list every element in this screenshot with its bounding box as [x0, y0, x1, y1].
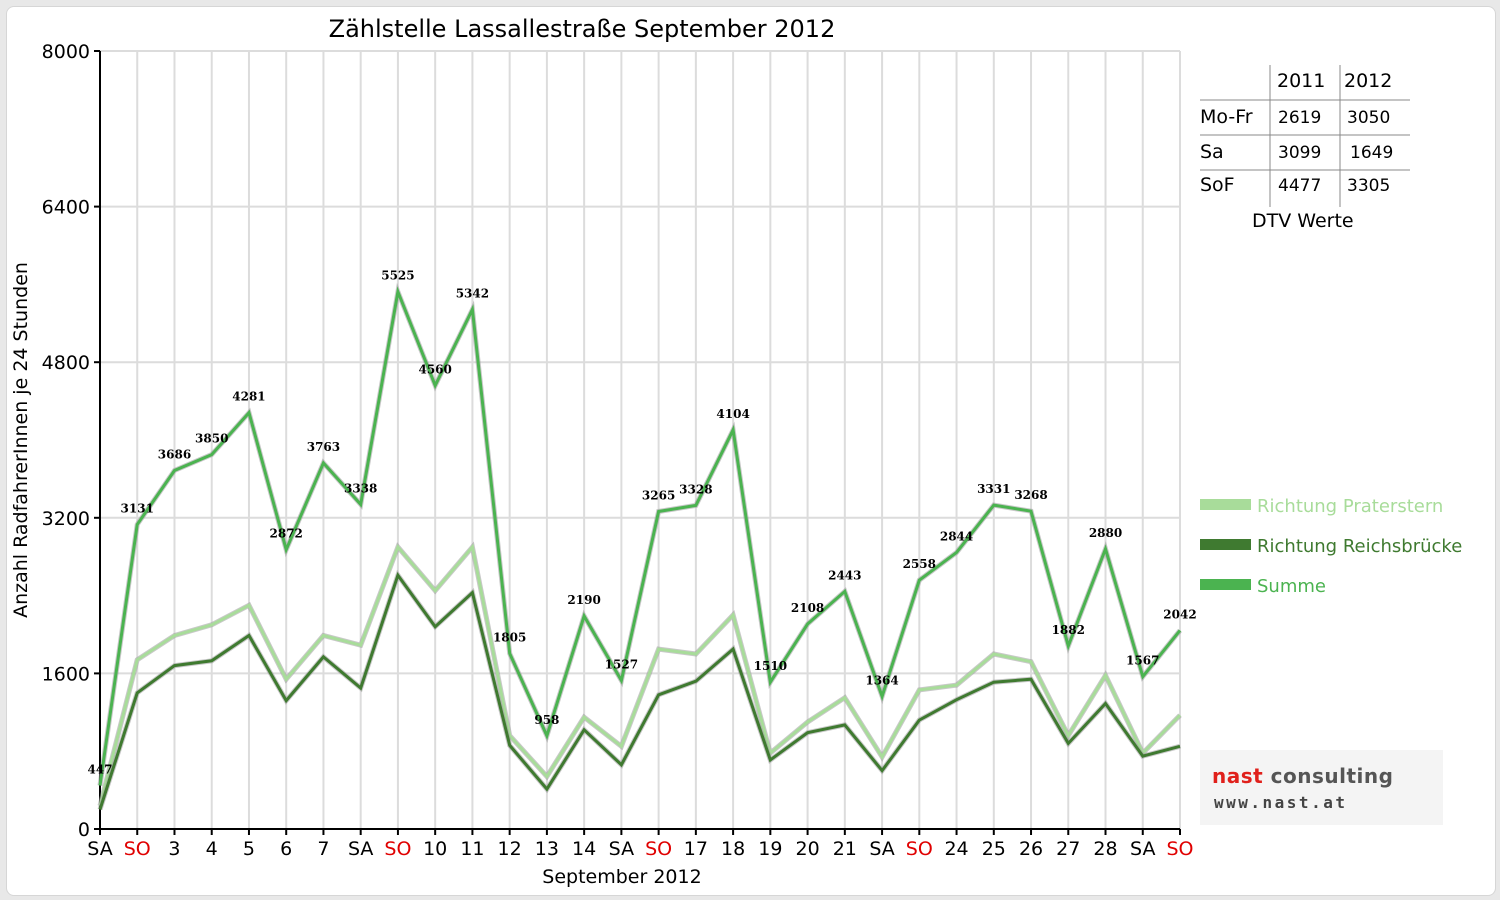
data-label: 3331 [977, 482, 1010, 496]
dtv-cell-2012: 3305 [1347, 176, 1391, 196]
data-label: 3131 [121, 502, 154, 516]
data-label: 3265 [642, 488, 675, 502]
logo-name-part2: consulting [1263, 764, 1394, 788]
legend-label: Richtung Praterstern [1257, 496, 1443, 517]
x-tick-label: 5 [243, 838, 255, 860]
y-tick-label: 1600 [42, 663, 90, 685]
legend-swatch [1200, 579, 1251, 590]
x-tick-label: 26 [1019, 838, 1043, 860]
legend-label: Richtung Reichsbrücke [1257, 536, 1462, 557]
dtv-row-label: SoF [1200, 174, 1235, 196]
y-tick-label: 3200 [42, 508, 90, 530]
x-tick-label: 24 [944, 838, 968, 860]
data-label: 2558 [903, 557, 936, 571]
x-tick-label: 21 [833, 838, 857, 860]
data-label: 3338 [344, 481, 377, 495]
x-tick-label: 3 [168, 838, 180, 860]
data-label: 5525 [381, 269, 414, 283]
y-tick-label: 6400 [42, 197, 90, 219]
x-tick-label: SO [645, 838, 672, 860]
y-tick-label: 0 [78, 819, 90, 841]
x-tick-label: 7 [317, 838, 329, 860]
dtv-row-label: Mo-Fr [1200, 106, 1253, 128]
x-tick-label: 20 [795, 838, 819, 860]
x-tick-label: 19 [758, 838, 782, 860]
x-tick-label: 17 [684, 838, 708, 860]
data-label: 3328 [679, 482, 712, 496]
data-label: 5342 [456, 286, 489, 300]
data-label: 1510 [754, 659, 787, 673]
series-line-shadow [97, 282, 1182, 786]
data-label: 1567 [1126, 654, 1159, 668]
legend-swatch [1200, 539, 1251, 550]
x-tick-label: SA [1130, 838, 1155, 860]
data-label: 3686 [158, 448, 191, 462]
x-tick-label: 10 [423, 838, 447, 860]
chart-title: Zählstelle Lassallestraße September 2012 [329, 15, 836, 43]
data-label: 3850 [195, 432, 228, 446]
x-tick-label: SA [869, 838, 894, 860]
x-tick-label: 13 [535, 838, 559, 860]
data-label: 958 [534, 713, 559, 727]
data-label: 3763 [307, 440, 340, 454]
x-tick-label: SO [906, 838, 933, 860]
data-label: 1527 [605, 657, 638, 671]
dtv-cell-2012: 1649 [1350, 143, 1394, 163]
dtv-row-label: Sa [1200, 141, 1224, 163]
data-label: 1882 [1052, 623, 1085, 637]
series-line [98, 543, 1182, 807]
data-label: 1805 [493, 630, 526, 644]
dtv-cell-2011: 4477 [1278, 176, 1322, 196]
dtv-header-2012: 2012 [1344, 70, 1393, 92]
x-tick-label: 18 [721, 838, 745, 860]
series-line [98, 571, 1181, 810]
y-tick-label: 8000 [42, 41, 90, 63]
x-tick-label: 25 [982, 838, 1006, 860]
data-label: 2880 [1089, 526, 1122, 540]
nast-consulting-logo: nast consulting www.nast.at [1200, 750, 1443, 825]
x-tick-label: 14 [572, 838, 596, 860]
data-label: 2872 [270, 527, 303, 541]
data-label: 447 [87, 763, 112, 777]
x-tick-label: SO [384, 838, 411, 860]
data-label: 1364 [865, 673, 898, 687]
x-tick-label: SA [348, 838, 373, 860]
dtv-cell-2012: 3050 [1347, 108, 1391, 128]
data-label: 3268 [1014, 488, 1047, 502]
y-axis-title: Anzahl RadfahrerInnen je 24 Stunden [10, 262, 32, 618]
x-tick-label: SA [87, 838, 112, 860]
logo-name-part1: nast [1212, 764, 1264, 788]
x-tick-label: SO [124, 838, 151, 860]
dtv-header-2011: 2011 [1277, 70, 1326, 92]
x-tick-label: 12 [498, 838, 522, 860]
x-tick-label: SO [1166, 838, 1193, 860]
dtv-caption: DTV Werte [1252, 210, 1354, 232]
data-label: 2190 [567, 593, 600, 607]
dtv-cell-2011: 2619 [1278, 108, 1322, 128]
x-tick-label: SA [609, 838, 634, 860]
x-tick-label: 28 [1093, 838, 1117, 860]
data-label: 2443 [828, 568, 861, 582]
y-tick-label: 4800 [42, 352, 90, 374]
legend-swatch [1200, 499, 1251, 510]
dtv-cell-2011: 3099 [1278, 143, 1322, 163]
data-label: 2042 [1163, 607, 1196, 621]
data-label: 2108 [791, 601, 824, 615]
logo-url: www.nast.at [1214, 793, 1348, 812]
x-axis-title: September 2012 [542, 866, 701, 888]
logo-wordmark: nast consulting [1212, 764, 1393, 788]
x-tick-label: 6 [280, 838, 292, 860]
data-label: 4281 [232, 390, 265, 404]
data-label: 4560 [418, 363, 451, 377]
data-label: 4104 [716, 407, 749, 421]
legend-label: Summe [1257, 576, 1326, 597]
chart-frame [6, 6, 1496, 896]
series-line [98, 286, 1182, 786]
x-tick-label: 11 [460, 838, 484, 860]
x-tick-label: 27 [1056, 838, 1080, 860]
x-tick-label: 4 [206, 838, 218, 860]
data-label: 2844 [940, 529, 973, 543]
